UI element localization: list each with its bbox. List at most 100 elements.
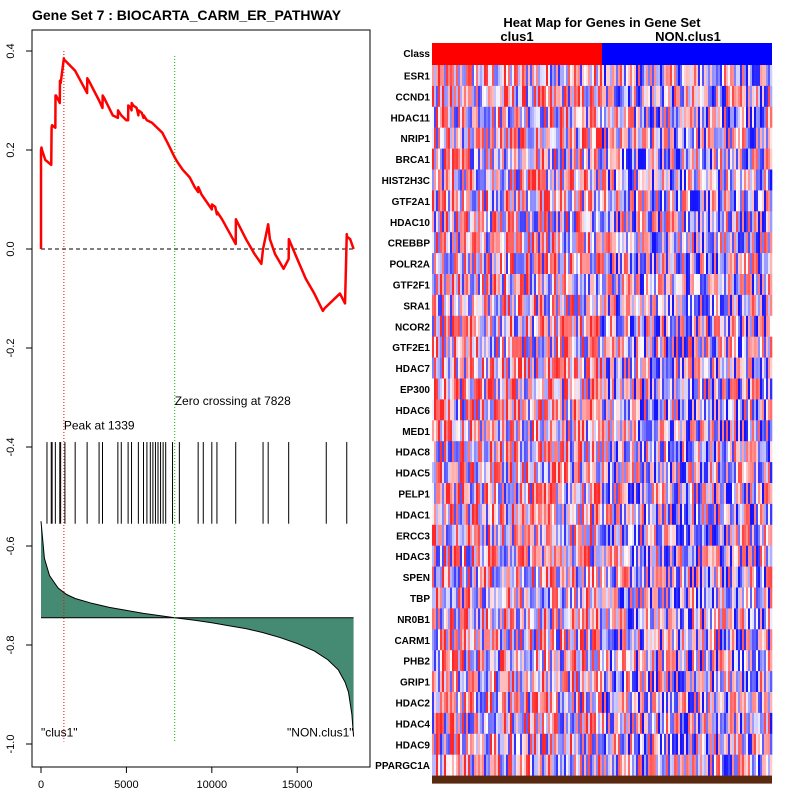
heat-cell [660,127,663,149]
heat-cell [758,106,761,128]
heat-cell [580,190,583,212]
heat-cell [714,211,717,233]
heat-cell [568,503,571,526]
heat-cell [686,85,689,108]
heat-cell [666,483,669,505]
heat-cell [518,524,521,546]
heat-cell [528,399,531,421]
heat-cell [710,65,713,87]
heat-cell [450,420,453,442]
heat-cell [576,211,579,233]
heat-cell [608,211,611,233]
heat-cell [598,608,601,630]
heat-cell [636,441,639,463]
heat-cell [624,524,627,546]
heat-cell [662,190,665,212]
heat-cell [452,169,455,191]
heat-cell [438,106,441,128]
heat-cell [468,566,471,588]
heat-cell [530,127,533,149]
heat-cell [544,545,547,567]
heat-cell [588,211,591,233]
heat-cell [484,650,487,672]
heat-cell [550,441,553,463]
heat-cell [570,336,573,358]
heat-cell [680,629,683,651]
heat-cell [478,608,481,630]
heat-cell [662,462,665,484]
heat-cell [444,106,447,128]
heat-cell [478,169,481,191]
heat-cell [634,232,637,254]
heat-cell [718,169,721,191]
heat-cell [458,629,461,651]
heat-cell [668,608,671,630]
heat-cell [720,503,723,526]
heat-cell [568,420,571,442]
heat-cell [466,357,469,379]
heat-cell [714,545,717,567]
heat-cell [560,650,563,672]
heat-cell [748,211,751,233]
heat-cell [620,169,623,191]
heat-cell [756,190,759,212]
heat-cell [740,211,743,233]
heat-cell [452,253,455,275]
heat-cell [712,190,715,212]
heat-cell [728,399,731,421]
heat-cell [492,608,495,630]
heat-cell [616,127,619,149]
heatmap-panel: Heat Map for Genes in Gene Set clus1 NON… [375,15,773,784]
gene-labels: ESR1CCND1HDAC11NRIP1BRCA1HIST2H3CGTF2A1H… [375,71,430,772]
heat-cell [624,357,627,379]
heat-cell [462,503,465,526]
heat-cell [612,232,615,254]
heat-cell [552,106,555,128]
heat-cell [746,85,749,108]
heat-cell [530,357,533,379]
heat-cell [624,169,627,191]
heat-cell [450,357,453,379]
heat-cell [452,357,455,379]
heat-cell [456,65,459,87]
heat-cell [496,503,499,526]
heat-cell [550,420,553,442]
heat-cell [742,420,745,442]
heat-cell [762,106,765,128]
heat-cell [728,378,731,400]
heat-cell [456,462,459,484]
heat-cell [652,357,655,379]
heat-cell [492,127,495,149]
heat-cell [464,420,467,442]
heat-cell [508,441,511,463]
heat-cell [678,190,681,212]
heat-cell [432,190,435,212]
heat-cell [734,462,737,484]
heat-cell [746,148,749,170]
heat-cell [624,315,627,337]
heat-cell [530,462,533,484]
heat-cell [552,566,555,588]
heat-cell [690,253,693,275]
heat-cell [584,483,587,505]
heat-cell [740,483,743,505]
heat-cell [448,524,451,546]
heat-cell [770,441,773,463]
heat-cell [526,127,529,149]
heat-cell [634,524,637,546]
heat-cell [596,315,599,337]
heat-cell [578,190,581,212]
heat-cell [542,169,545,191]
heat-cell [496,650,499,672]
heat-cell [724,336,727,358]
heat-cell [766,106,769,128]
heat-cell [490,253,493,275]
heat-cell [732,483,735,505]
heat-cell [616,294,619,317]
heat-cell [648,608,651,630]
heat-cell [496,629,499,651]
heat-cell [528,253,531,275]
heat-cell [728,524,731,546]
heat-cell [502,399,505,421]
heat-cell [586,232,589,254]
